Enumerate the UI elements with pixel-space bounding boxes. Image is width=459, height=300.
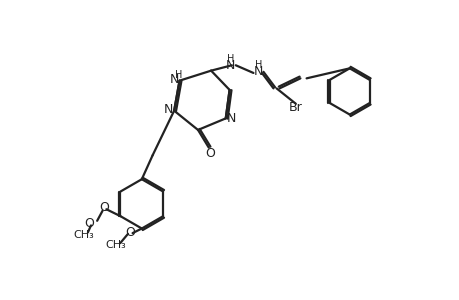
Text: O: O — [125, 226, 135, 239]
Text: N: N — [254, 65, 263, 78]
Text: CH₃: CH₃ — [73, 230, 94, 240]
Text: N: N — [225, 59, 235, 72]
Text: Br: Br — [288, 101, 302, 114]
Text: O: O — [99, 201, 109, 214]
Text: H: H — [226, 54, 234, 64]
Text: N: N — [170, 74, 179, 86]
Text: H: H — [255, 60, 262, 70]
Text: O: O — [84, 218, 94, 230]
Text: O: O — [205, 146, 215, 160]
Text: H: H — [175, 70, 182, 80]
Text: N: N — [227, 112, 236, 125]
Text: N: N — [163, 103, 172, 116]
Text: CH₃: CH₃ — [105, 240, 126, 250]
